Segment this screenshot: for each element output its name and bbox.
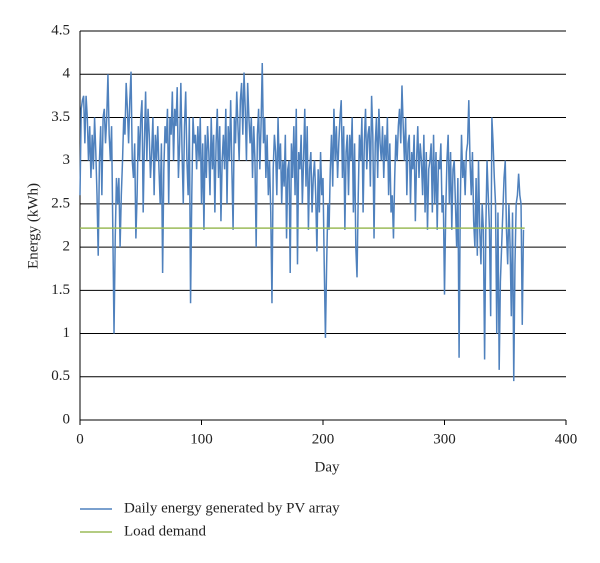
- x-axis-label: Day: [315, 459, 340, 475]
- x-tick-label: 100: [190, 431, 213, 447]
- y-tick-label: 1: [63, 325, 71, 341]
- y-tick-label: 3.5: [51, 109, 70, 125]
- y-tick-label: 4: [63, 66, 71, 82]
- y-tick-label: 0.5: [51, 368, 70, 384]
- y-tick-label: 2: [63, 239, 71, 255]
- x-tick-label: 0: [76, 431, 84, 447]
- y-axis-label: Energy (kWh): [25, 183, 41, 269]
- x-tick-label: 200: [312, 431, 335, 447]
- y-tick-label: 4.5: [51, 22, 70, 38]
- y-tick-label: 0: [63, 411, 71, 427]
- legend-label: Load demand: [124, 523, 207, 539]
- x-tick-label: 300: [433, 431, 456, 447]
- series-line: [79, 62, 525, 382]
- y-tick-label: 1.5: [51, 282, 70, 298]
- y-tick-label: 2.5: [51, 195, 70, 211]
- y-tick-label: 3: [63, 152, 71, 168]
- legend-label: Daily energy generated by PV array: [124, 500, 340, 516]
- x-tick-label: 400: [555, 431, 578, 447]
